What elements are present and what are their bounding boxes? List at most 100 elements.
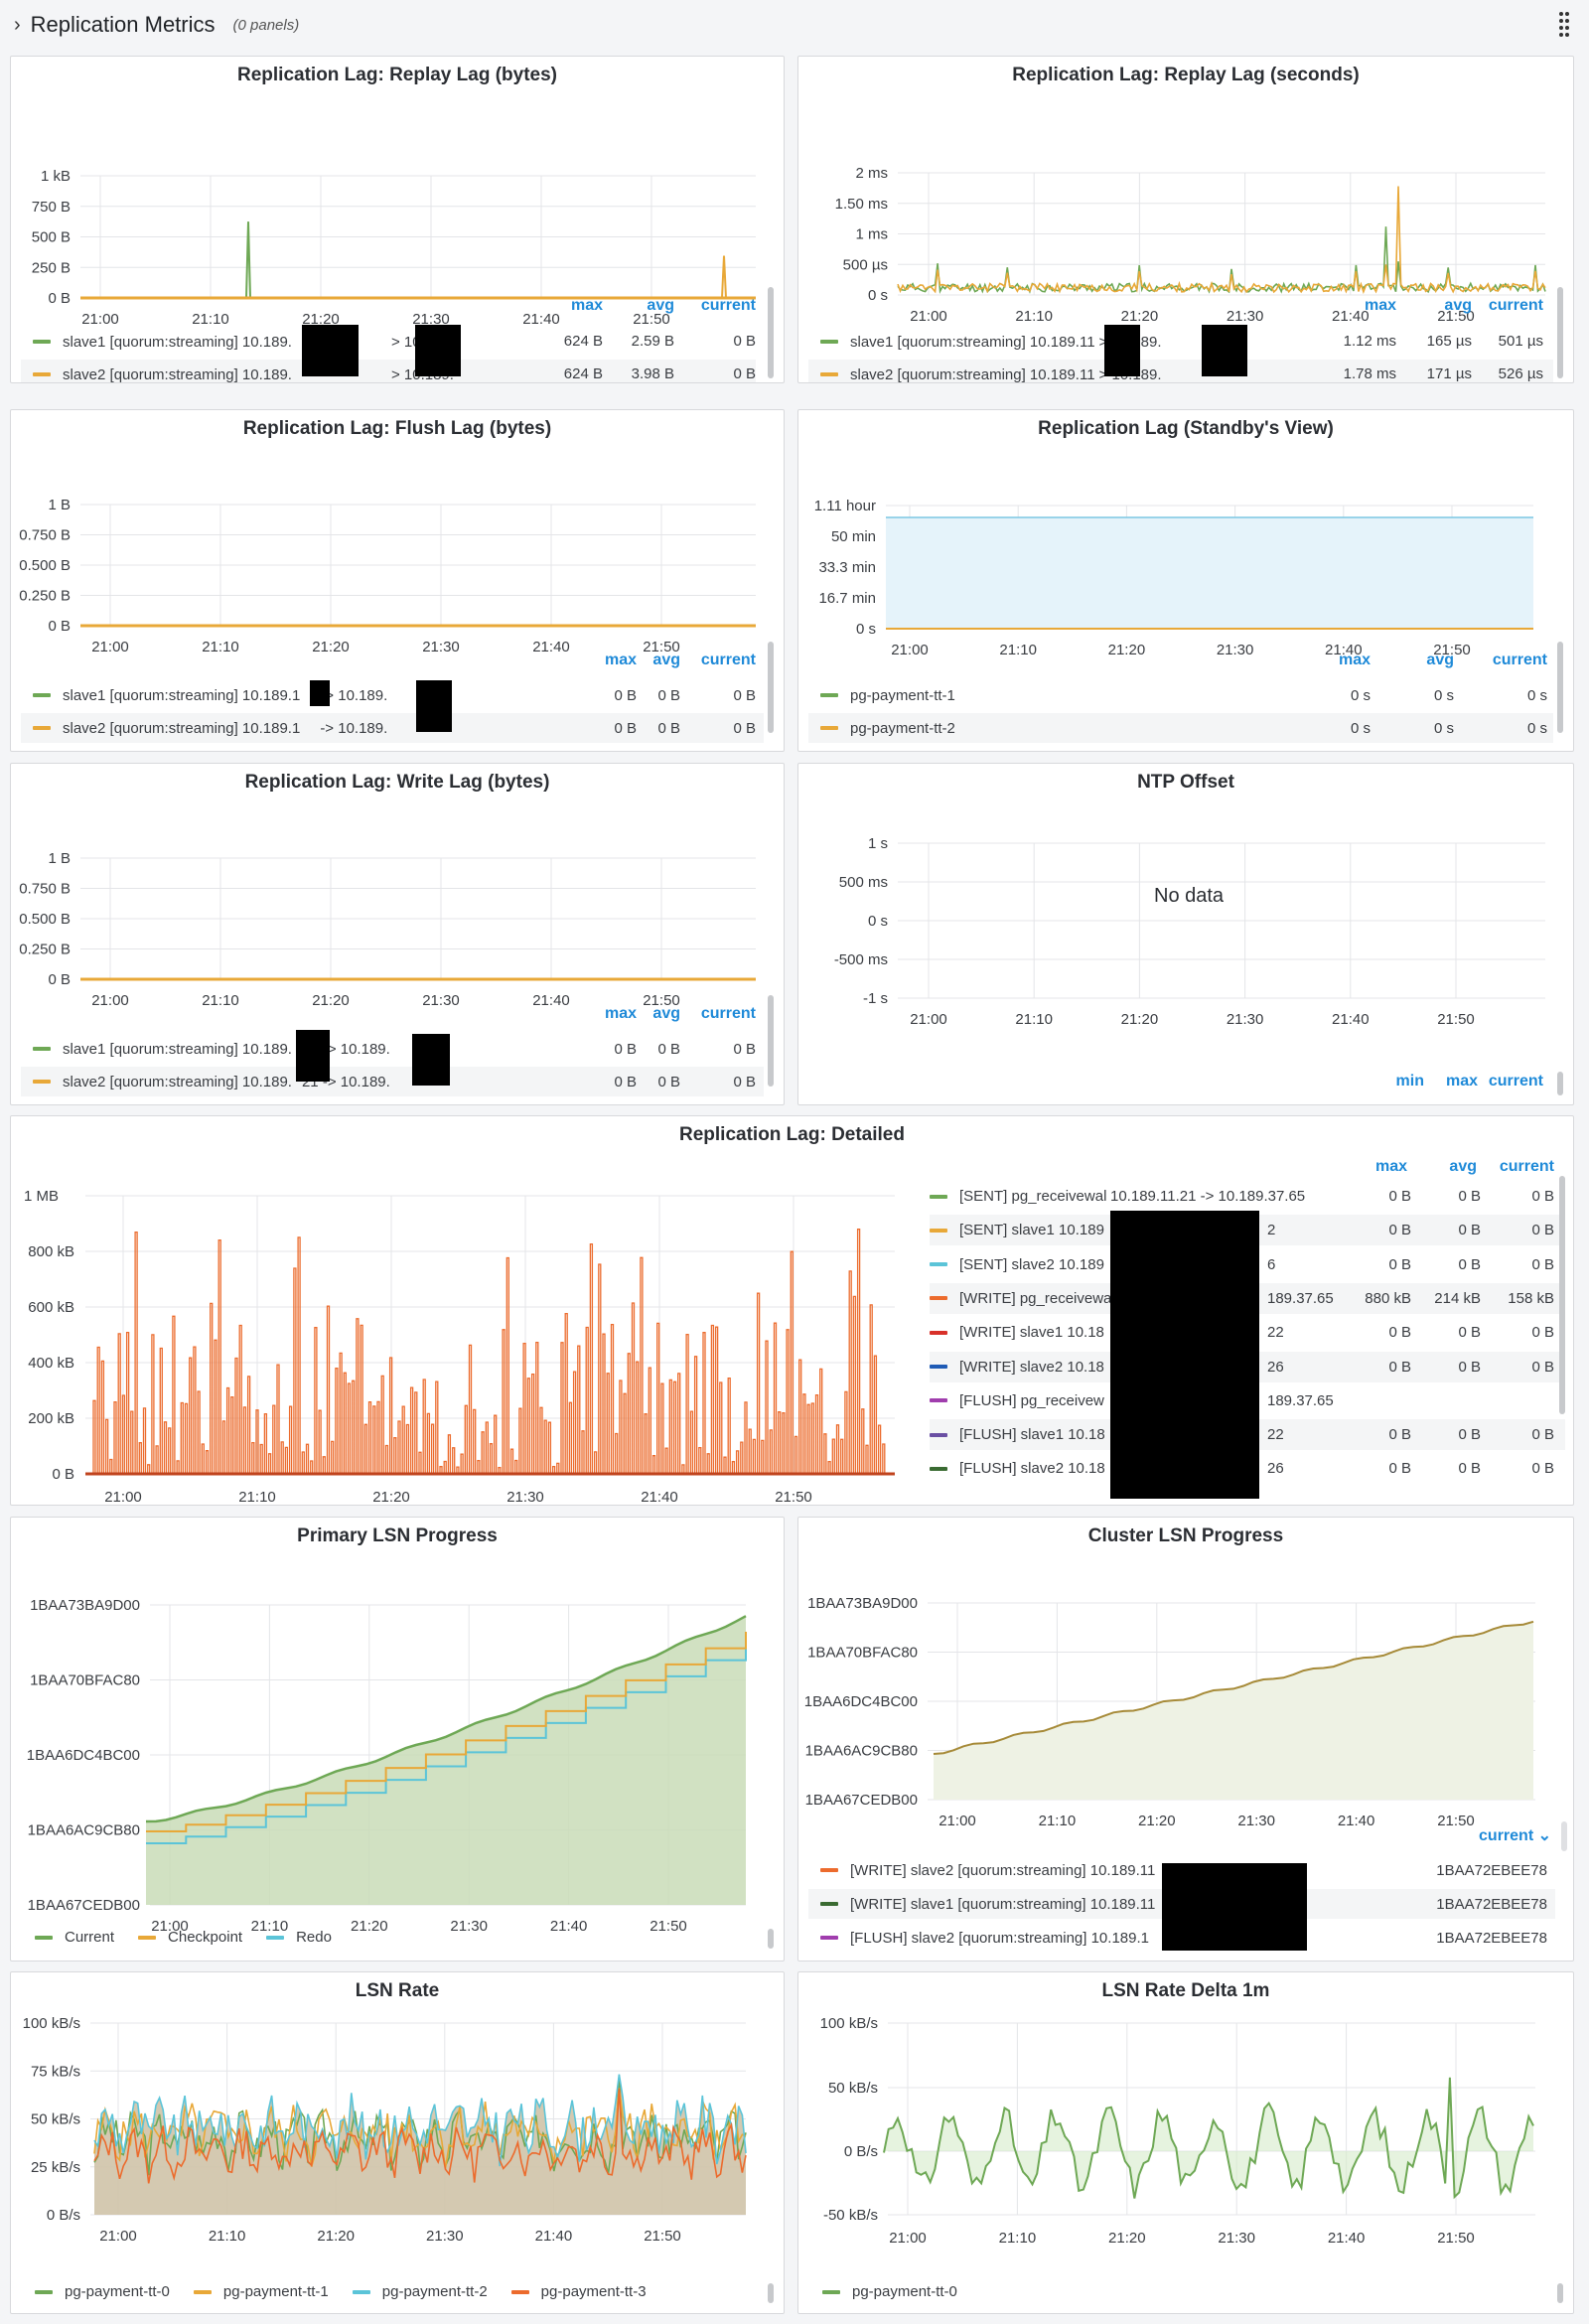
legend-item[interactable]: pg-payment-tt-2 [352,2283,488,2300]
legend-item[interactable]: Checkpoint [138,1929,242,1946]
legend-item[interactable]: pg-payment-tt-1 [193,2283,329,2300]
legend-scrollbar[interactable] [768,642,774,733]
legend-value-avg: 0 B [1458,1460,1481,1478]
graph-flush-lag-bytes[interactable]: 1 B 0.750 B 0.500 B 0.250 B 0 B 21:00 21:10 21:… [11,450,785,678]
y-tick-label: 50 kB/s [828,2080,878,2097]
panel-primary-lsn-progress[interactable]: Primary LSN Progress 1BAA73BA9D00 1BAA70B… [10,1517,785,1961]
graph-write-lag-bytes[interactable]: 1 B 0.750 B 0.500 B 0.250 B 0 B 21:00 21:10 21:… [11,803,785,1032]
legend-item[interactable]: Current [35,1929,114,1946]
legend-item[interactable]: slave2 [quorum:streaming] 10.189. 21 -> 1… [21,1067,764,1096]
legend-scrollbar[interactable] [768,1929,774,1949]
legend-header-current[interactable]: current ⌄ [1479,1827,1551,1844]
legend-item[interactable]: [SENT] pg_receivewal 10.189.11.21 -> 10.1… [930,1181,1565,1212]
panel-ntp-offset[interactable]: NTP Offset 1 s 500 ms 0 s -500 ms -1 s 21:00 2… [797,763,1574,1105]
legend-header-avg[interactable]: avg [1444,297,1472,314]
drag-handle-icon[interactable] [1559,10,1569,40]
x-tick-label: 21:20 [1108,642,1146,658]
legend-item[interactable]: slave1 [quorum:streaming] 10.189.1 -> 10.… [21,680,764,710]
legend-item[interactable]: slave1 [quorum:streaming] 10.189. 21 -> 1… [21,1034,764,1064]
panel-lsn-rate-delta[interactable]: LSN Rate Delta 1m 100 kB/s 50 kB/s 0 B/s -5… [797,1971,1574,2314]
legend-value-max: 0 B [1388,1188,1411,1205]
panel-cluster-lsn-progress[interactable]: Cluster LSN Progress 1BAA73BA9D00 1BAA70B… [797,1517,1574,1961]
legend-header-max[interactable]: max [1374,1158,1407,1175]
legend-header-current[interactable]: current [700,297,756,314]
graph-cluster-lsn[interactable]: 1BAA73BA9D00 1BAA70BFAC80 1BAA6DC4BC00 1BAA… [798,1537,1574,1835]
panel-lsn-rate[interactable]: LSN Rate 100 kB/s 75 kB/s 50 kB/s 25 kB/s 0 … [10,1971,785,2314]
legend-series-name: [FLUSH] slave2 [quorum:streaming] 10.189… [850,1929,1149,1947]
legend-header-max[interactable]: max [604,1005,637,1022]
legend-header-max[interactable]: max [1338,652,1371,668]
legend-header-avg[interactable]: avg [652,1005,680,1022]
legend-item[interactable]: pg-payment-tt-0 [35,2283,170,2300]
legend-header-max[interactable]: max [604,652,637,668]
legend-series-name: [WRITE] slave2 [quorum:streaming] 10.189… [850,1861,1156,1879]
legend-header-avg[interactable]: avg [647,297,674,314]
legend-item[interactable]: pg-payment-tt-2 [808,713,1553,743]
x-tick-label: 21:50 [643,992,680,1009]
panel-replication-lag-detailed[interactable]: Replication Lag: Detailed 1 MB 800 kB 600 … [10,1115,1574,1506]
legend-header-avg[interactable]: avg [1449,1158,1477,1175]
legend-item[interactable]: [FLUSH] pg_receivew 189.37.65 [930,1385,1565,1416]
x-tick-label: 21:10 [238,1489,276,1504]
x-tick-label: 21:50 [650,1918,687,1935]
y-tick-label: 800 kB [28,1243,74,1260]
legend-series-name: Current [65,1929,115,1946]
legend-header-current[interactable]: current [700,652,756,668]
legend-header-avg[interactable]: avg [652,652,680,668]
graph-standby-view[interactable]: 1.11 hour 50 min 33.3 min 16.7 min 0 s 21:00 2… [798,450,1574,678]
panel-replay-lag-bytes[interactable]: Replication Lag: Replay Lag (bytes) 1 kB… [10,56,785,383]
panel-standby-view[interactable]: Replication Lag (Standby's View) 1.11 ho… [797,409,1574,752]
panel-replay-lag-seconds[interactable]: Replication Lag: Replay Lag (seconds) 2 … [797,56,1574,383]
legend-header-max[interactable]: max [1445,1073,1478,1089]
graph-replay-lag-bytes[interactable]: 1 kB 750 B 500 B 250 B 0 B 21:00 21:10 21:20 21:… [11,96,785,325]
x-tick-label: 21:30 [422,639,460,655]
legend-scrollbar[interactable] [768,2283,774,2303]
legend-scrollbar[interactable] [1561,1821,1567,1851]
legend-header-current[interactable]: current [700,1005,756,1022]
x-tick-label: 21:40 [1328,2230,1366,2247]
legend-scrollbar[interactable] [1557,1072,1563,1095]
legend-header-avg[interactable]: avg [1426,652,1454,668]
legend-header-current[interactable]: current [1488,297,1543,314]
legend-item[interactable]: Redo [266,1929,332,1946]
legend-value-max: 0 B [1388,1358,1411,1376]
legend-item[interactable]: slave2 [quorum:streaming] 10.189.11> 10.… [808,360,1553,382]
legend-header-max[interactable]: max [570,297,603,314]
legend-scrollbar[interactable] [768,287,774,378]
legend-series-name: slave1 [quorum:streaming] 10.189.1 [63,686,301,704]
legend-item[interactable]: [FLUSH] slave2 10.18 26 [930,1453,1565,1484]
legend-item[interactable]: pg-payment-tt-0 [822,2283,957,2300]
legend-item[interactable]: slave2 [quorum:streaming] 10.189.1 -> 10.… [21,713,764,743]
x-tick-label: 21:30 [412,311,450,325]
legend-item[interactable]: [WRITE] slave2 [quorum:streaming] 10.189… [808,1855,1555,1885]
legend-header-current[interactable]: current [1499,1158,1554,1175]
legend-header-max[interactable]: max [1364,297,1396,314]
row-header[interactable]: › Replication Metrics (0 panels) [0,0,1589,50]
legend-scrollbar[interactable] [768,995,774,1087]
chevron-right-icon[interactable]: › [14,13,21,36]
graph-lsn-rate-delta[interactable]: 100 kB/s 50 kB/s 0 B/s -50 kB/s 21:00 21:10 21… [798,1992,1574,2270]
graph-replay-lag-seconds[interactable]: 2 ms 1.50 ms 1 ms 500 µs 0 s 21:00 21:10 21:20 2… [798,96,1574,325]
legend-item[interactable]: pg-payment-tt-1 [808,680,1553,710]
legend-scrollbar[interactable] [1557,642,1563,733]
legend-value-current: 0 B [1531,1460,1554,1478]
graph-lsn-rate[interactable]: 100 kB/s 75 kB/s 50 kB/s 25 kB/s 0 B/s 21:00 2… [11,1992,785,2270]
legend-header-min[interactable]: min [1395,1073,1424,1089]
panel-write-lag-bytes[interactable]: Replication Lag: Write Lag (bytes) 1 B 0.… [10,763,785,1105]
panel-flush-lag-bytes[interactable]: Replication Lag: Flush Lag (bytes) 1 B 0.… [10,409,785,752]
legend-value-max: 0 B [1388,1255,1411,1273]
graph-primary-lsn[interactable]: 1BAA73BA9D00 1BAA70BFAC80 1BAA6DC4BC00 1BAA… [11,1537,785,1935]
legend-header-current[interactable]: current [1492,652,1547,668]
legend-item[interactable]: pg-payment-tt-3 [510,2283,647,2300]
legend-header-current[interactable]: current [1488,1073,1543,1089]
legend-item[interactable]: [WRITE] slave1 10.18 22 [930,1317,1565,1348]
legend-item[interactable]: [SENT] slave2 10.189 6 [930,1249,1565,1280]
legend-scrollbar[interactable] [1559,1176,1565,1414]
graph-replication-lag-detailed[interactable]: 1 MB 800 kB 600 kB 400 kB 200 kB 0 B 21:00 21:1… [11,1136,915,1504]
row-menu-icon[interactable] [1559,10,1569,40]
legend-item[interactable]: [FLUSH] slave2 [quorum:streaming] 10.189… [808,1923,1555,1953]
legend-scrollbar[interactable] [1557,287,1563,378]
legend-scrollbar[interactable] [1557,2283,1563,2303]
y-tick-label: 33.3 min [818,559,876,576]
graph-ntp-offset[interactable]: 1 s 500 ms 0 s -500 ms -1 s 21:00 21:10 21:20 21… [798,803,1574,1082]
